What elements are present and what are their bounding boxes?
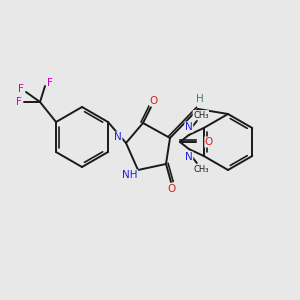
- Text: N: N: [185, 122, 193, 132]
- Text: F: F: [47, 78, 53, 88]
- Text: CH₃: CH₃: [193, 110, 208, 119]
- Text: O: O: [150, 96, 158, 106]
- Text: N: N: [185, 152, 193, 162]
- Text: H: H: [196, 94, 204, 104]
- Text: F: F: [16, 97, 22, 107]
- Text: N: N: [114, 132, 122, 142]
- Text: O: O: [167, 184, 175, 194]
- Text: CH₃: CH₃: [193, 164, 208, 173]
- Text: O: O: [205, 137, 213, 147]
- Text: F: F: [18, 84, 24, 94]
- Text: NH: NH: [122, 170, 138, 180]
